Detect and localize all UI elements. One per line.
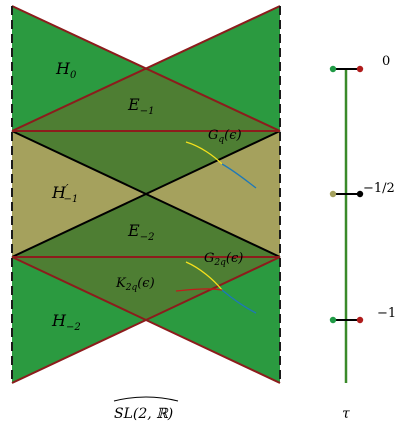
region-labels: H0 E−1 H′ −1 E−2 H−2	[51, 59, 154, 333]
tau-dot-red	[356, 316, 364, 324]
black-line	[11, 130, 281, 258]
label-e1: E−1	[127, 95, 154, 117]
maroon-line	[11, 256, 281, 384]
tau-dot-green	[329, 65, 337, 73]
tau-tick-label: −1	[377, 306, 396, 321]
group-label: SL(2, ℝ)	[113, 396, 179, 422]
gq-curve-blue	[221, 163, 257, 189]
boundary-lines	[11, 5, 281, 384]
tau-dot-green	[329, 316, 337, 324]
tau-dot-black	[356, 190, 364, 198]
dashed-edges	[11, 6, 281, 383]
g2q-curve-yellow	[185, 261, 223, 291]
label-g2q: G2q(ϵ)	[204, 251, 243, 268]
region-h1p-fill	[12, 131, 146, 257]
tilde-mark	[113, 396, 179, 402]
label-h1prime: H′ −1	[51, 182, 78, 205]
tau-tick-half: −1/2	[329, 181, 395, 198]
tau-label: τ	[342, 406, 350, 422]
group-label-text: SL(2, ℝ)	[114, 406, 173, 422]
tau-tick-label: −1/2	[363, 181, 395, 196]
tau-dot-khaki	[329, 190, 337, 198]
label-e2: E−2	[127, 221, 154, 243]
tau-dot-red	[356, 65, 364, 73]
g2q-curve-blue	[221, 289, 257, 314]
bottom-notch	[12, 320, 280, 383]
tau-tick-label: 0	[382, 54, 390, 69]
k2q-curve-red	[175, 288, 223, 292]
tau-axis: 0 −1/2 −1 τ	[329, 54, 396, 422]
label-k2q: K2q(ϵ)	[115, 276, 155, 293]
region-h1p-fill-right	[146, 131, 280, 257]
curve-labels: Gq(ϵ) G2q(ϵ) K2q(ϵ)	[115, 128, 243, 293]
maroon-line	[11, 5, 281, 132]
top-notch	[12, 6, 280, 69]
gq-curve-yellow	[185, 141, 223, 165]
label-h0: H0	[55, 59, 77, 81]
curves	[175, 141, 257, 314]
label-h2: H−2	[51, 311, 81, 333]
label-gq: Gq(ϵ)	[208, 128, 242, 145]
tau-tick-minus1: −1	[329, 306, 396, 324]
tau-tick-0: 0	[329, 54, 390, 73]
